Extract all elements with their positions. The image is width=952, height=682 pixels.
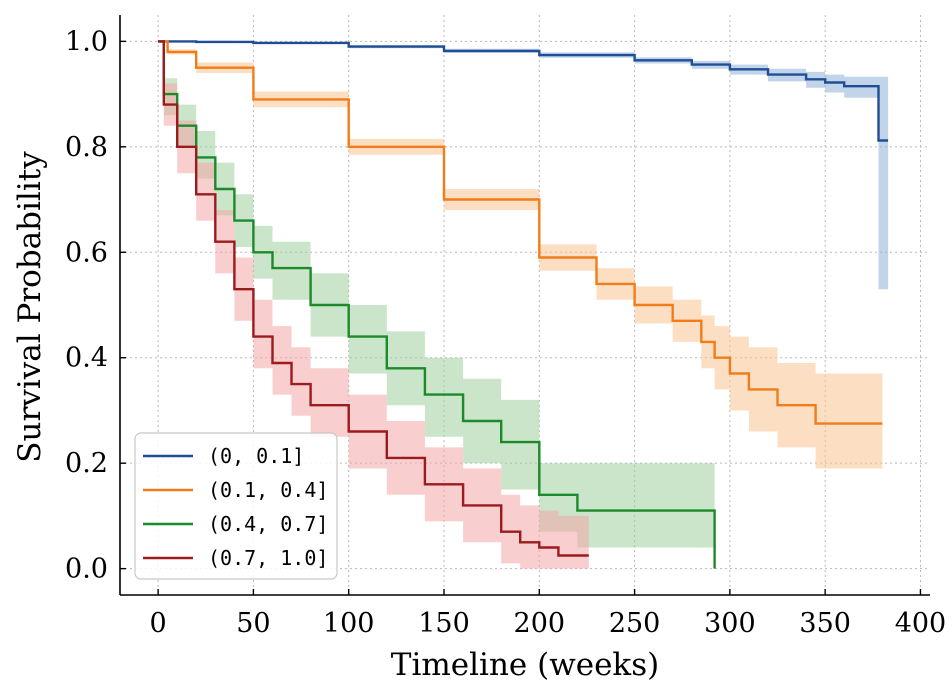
y-ticks: 0.0 0.2 0.4 0.6 0.8 1.0	[65, 26, 126, 585]
legend-label-1: (0.1, 0.4]	[208, 478, 328, 502]
y-tick-label: 0.2	[65, 448, 108, 479]
x-tick-label: 300	[704, 608, 756, 639]
y-tick-label: 0.6	[65, 237, 108, 268]
legend-label-2: (0.4, 0.7]	[208, 512, 328, 536]
x-tick-label: 50	[236, 608, 270, 639]
confidence-band-3	[158, 41, 589, 569]
y-axis-label: Survival Probability	[12, 151, 48, 463]
confidence-bands	[158, 41, 889, 569]
survival-curve-0	[158, 40, 889, 142]
confidence-band-1	[158, 41, 883, 469]
legend-label-3: (0.7, 1.0]	[208, 546, 328, 570]
confidence-band-2	[158, 41, 715, 569]
x-tick-label: 350	[799, 608, 851, 639]
survival-curve-1	[158, 40, 883, 425]
y-tick-label: 0.8	[65, 132, 108, 163]
survival-curve-3	[158, 40, 589, 557]
y-tick-label: 0.0	[65, 554, 108, 585]
legend-frame	[134, 432, 338, 580]
x-tick-label: 400	[895, 608, 947, 639]
y-tick-label: 0.4	[65, 343, 108, 374]
survival-curves	[158, 40, 889, 569]
x-tick-label: 100	[323, 608, 375, 639]
x-tick-label: 0	[150, 608, 167, 639]
y-tick-label: 1.0	[65, 26, 108, 57]
legend-label-0: (0, 0.1]	[208, 444, 304, 468]
x-tick-label: 250	[609, 608, 661, 639]
x-axis-label: Timeline (weeks)	[391, 647, 659, 682]
x-tick-label: 150	[418, 608, 470, 639]
legend: (0, 0.1] (0.1, 0.4] (0.4, 0.7] (0.7, 1.0]	[134, 432, 338, 580]
x-ticks: 0 50 100 150 200 250 300 350 400	[150, 589, 947, 639]
x-tick-label: 200	[514, 608, 566, 639]
